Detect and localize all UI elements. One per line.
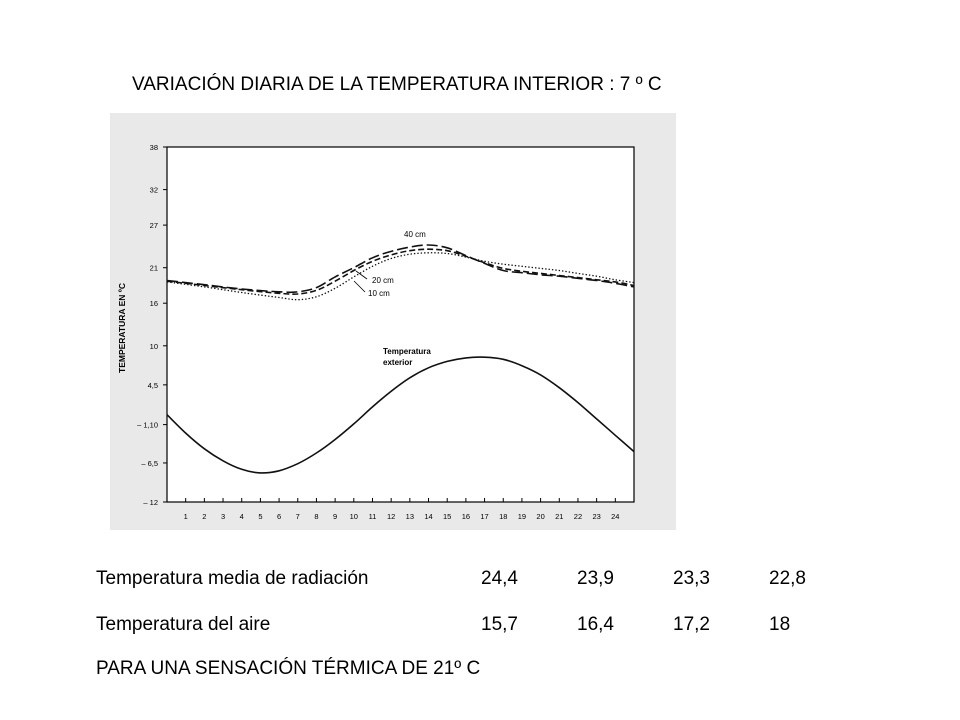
x-tick-label: 24 [611,512,619,521]
y-tick-label: 21 [150,264,158,273]
x-tick-label: 8 [314,512,318,521]
x-tick-label: 9 [333,512,337,521]
label-40cm: 40 cm [404,230,426,239]
x-tick-label: 23 [592,512,600,521]
x-tick-label: 18 [499,512,507,521]
cell-value: 23,3 [673,568,710,589]
x-tick-label: 3 [221,512,225,521]
series-line-2 [166,252,635,301]
cell-value: 16,4 [577,614,614,635]
cell-value: 23,9 [577,568,614,589]
label-10cm: 10 cm [368,289,390,298]
y-tick-label: 32 [150,186,158,195]
y-tick-label: – 12 [143,498,158,507]
x-tick-label: 15 [443,512,451,521]
y-tick-label: – 1,10 [137,421,158,430]
x-tick-label: 16 [462,512,470,521]
x-tick-label: 1 [184,512,188,521]
x-tick-label: 12 [387,512,395,521]
x-tick-label: 19 [518,512,526,521]
footer-note: PARA UNA SENSACIÓN TÉRMICA DE 21º C [96,658,481,679]
label-exterior-line1: Temperatura [383,347,431,356]
x-tick-label: 13 [406,512,414,521]
y-tick-label: 4,5 [148,381,158,390]
x-tick-label: 21 [555,512,563,521]
series-line-1 [166,248,635,295]
label-exterior-line2: exterior [383,358,412,367]
page-title: VARIACIÓN DIARIA DE LA TEMPERATURA INTER… [132,74,662,95]
y-tick-label: 10 [150,342,158,351]
cell-value: 22,8 [769,568,806,589]
x-tick-label: 22 [574,512,582,521]
x-tick-label: 6 [277,512,281,521]
leader-20cm [355,270,368,280]
plot-frame [166,146,635,503]
x-tick-label: 14 [424,512,432,521]
x-tick-label: 2 [202,512,206,521]
y-tick-label: 16 [150,299,158,308]
label-20cm: 20 cm [372,276,394,285]
series-line-3 [166,356,635,474]
x-tick-label: 5 [258,512,262,521]
x-tick-label: 11 [369,512,377,521]
y-tick-label: – 6,5 [141,459,158,468]
cell-value: 24,4 [481,568,518,589]
y-tick-label: 27 [150,221,158,230]
x-tick-label: 20 [536,512,544,521]
leader-10cm [353,280,366,293]
x-tick-label: 10 [350,512,358,521]
row-label: Temperatura del aire [96,614,271,635]
y-axis-label: TEMPERATURA EN ºC [117,283,127,373]
cell-value: 18 [769,614,791,635]
x-tick-label: 17 [480,512,488,521]
y-tick-label: 38 [150,143,158,152]
cell-value: 17,2 [673,614,710,635]
row-label: Temperatura media de radiación [96,568,369,589]
cell-value: 15,7 [481,614,518,635]
x-tick-label: 7 [296,512,300,521]
x-tick-label: 4 [240,512,244,521]
